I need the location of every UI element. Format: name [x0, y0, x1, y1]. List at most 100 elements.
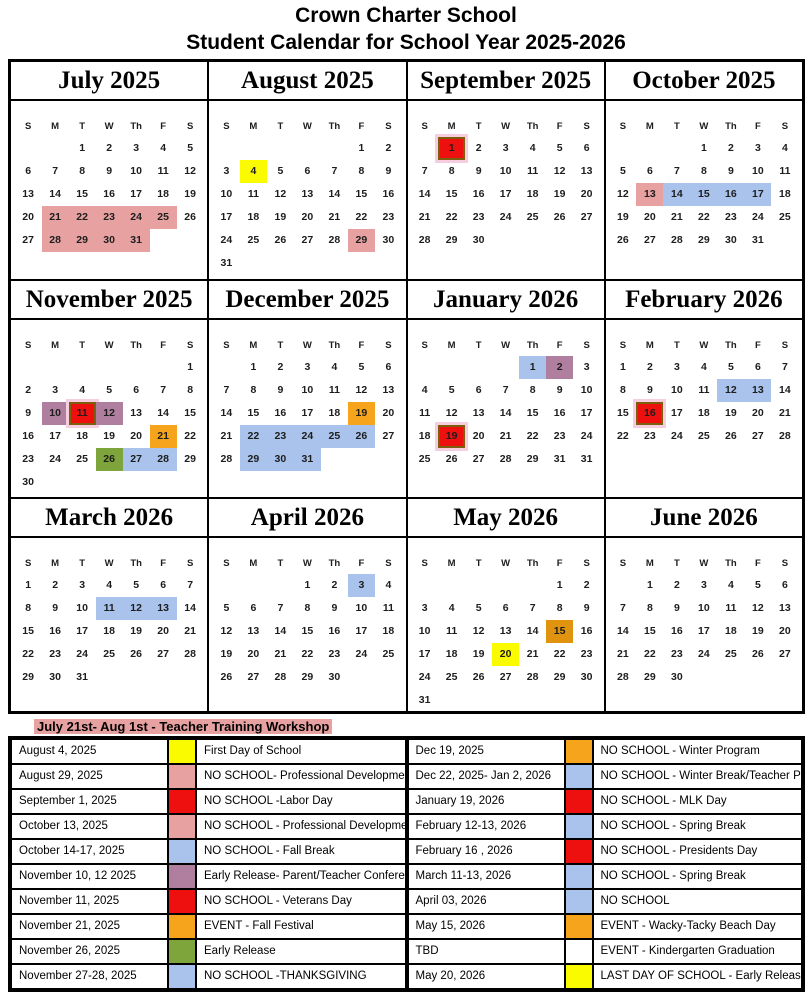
day-cell: 4 — [385, 579, 392, 592]
month-calendar: S M T W Th F S 1 2 3 4 5 6 7 8 9 10 11 12 13 14 15 16 17 18 19 20 2… — [609, 117, 798, 252]
weekday-header: Th — [725, 340, 737, 352]
day-cell: 20 — [644, 211, 656, 224]
day-cell: 8 — [646, 602, 653, 615]
day-cell — [348, 252, 375, 275]
legend-color-swatch — [167, 862, 197, 890]
day-cell — [240, 574, 267, 597]
day-cell: 24 — [752, 211, 764, 224]
legend-date: May 15, 2026 — [406, 912, 566, 940]
weekday-header: S — [583, 558, 590, 570]
legend-color-swatch — [563, 862, 594, 890]
day-cell: 5 — [475, 602, 482, 615]
legend-row: May 15, 2026 EVENT - Wacky-Tacky Beach Da… — [406, 912, 803, 940]
legend-description: NO SCHOOL - Spring Break — [591, 862, 803, 890]
day-cell: 1 — [304, 579, 311, 592]
month-title: July 2025 — [11, 62, 208, 101]
weekday-header: S — [385, 340, 392, 352]
day-cell: 20 — [779, 625, 791, 638]
day-cell: 21 — [671, 211, 683, 224]
day-cell: 28 — [779, 430, 791, 443]
month-calendar: S M T W Th F S 1 2 3 4 5 6 7 8 9 10 11 12 13 14 15 16 17 18 19 20 2… — [15, 117, 204, 252]
weekday-header: S — [186, 121, 194, 133]
day-cell: 5 — [223, 602, 230, 615]
month-title: June 2026 — [605, 499, 802, 538]
day-cell: 16 — [671, 625, 683, 638]
day-cell: 23 — [472, 211, 485, 224]
day-cell: 31 — [752, 234, 764, 247]
day-cell: 12 — [220, 625, 233, 638]
day-cell: 29 — [347, 228, 375, 252]
weekday-header: F — [556, 558, 563, 570]
day-cell: 19 — [184, 188, 196, 201]
legend-row: November 26, 2025 Early Release — [10, 937, 407, 965]
day-cell: 19 — [274, 211, 287, 224]
day-cell: 18 — [157, 188, 169, 201]
day-cell: 19 — [472, 648, 485, 661]
legend-color-swatch — [563, 837, 594, 865]
day-cell: 23 — [553, 430, 566, 443]
day-cell: 28 — [274, 671, 287, 684]
weekday-header: W — [501, 121, 511, 133]
day-cell: 18 — [526, 188, 539, 201]
day-cell: 1 — [187, 361, 194, 374]
day-cell — [348, 689, 375, 711]
day-cell: 10 — [418, 625, 431, 638]
day-cell — [411, 574, 438, 597]
day-cell: 2 — [52, 579, 59, 592]
day-cell: 12 — [122, 596, 150, 620]
day-cell — [240, 137, 267, 160]
day-cell: 7 — [331, 165, 338, 178]
legend-color-swatch — [563, 762, 594, 790]
weekday-header: Th — [526, 340, 539, 352]
day-cell — [636, 137, 663, 160]
day-cell: 1 — [556, 579, 563, 592]
day-cell: 1 — [358, 142, 365, 155]
day-cell: 25 — [103, 648, 115, 661]
day-cell: 6 — [25, 165, 32, 178]
day-cell: 15 — [247, 407, 260, 420]
day-cell: 2 — [277, 361, 284, 374]
day-cell: 19 — [752, 625, 764, 638]
day-cell: 7 — [52, 165, 59, 178]
day-cell: 15 — [76, 188, 88, 201]
legend-color-swatch — [563, 812, 594, 840]
day-cell: 9 — [25, 407, 32, 420]
page-title: Crown Charter School Student Calendar fo… — [0, 0, 812, 57]
day-cell: 5 — [358, 361, 365, 374]
day-cell: 20 — [157, 625, 169, 638]
day-cell: 10 — [671, 384, 683, 397]
day-cell: 25 — [382, 648, 395, 661]
day-cell: 15 — [526, 407, 539, 420]
day-cell: 19 — [553, 188, 566, 201]
weekday-header: Th — [130, 558, 142, 570]
day-cell: 30 — [725, 234, 737, 247]
day-cell: 31 — [580, 453, 593, 466]
day-cell: 24 — [580, 430, 593, 443]
day-cell — [294, 689, 321, 711]
day-cell: 16 — [103, 188, 115, 201]
day-cell: 26 — [130, 648, 142, 661]
legend-color-swatch — [167, 787, 197, 815]
day-cell: 13 — [580, 165, 593, 178]
day-cell: 11 — [725, 602, 737, 615]
day-cell: 31 — [76, 671, 88, 684]
legend-date: Dec 19, 2025 — [406, 737, 566, 765]
legend-row: October 14-17, 2025 NO SCHOOL - Fall Brea… — [10, 837, 407, 865]
legend-color-swatch — [563, 937, 594, 965]
legend-description: NO SCHOOL- Professional Development — [195, 762, 407, 790]
day-cell: 9 — [475, 165, 482, 178]
day-cell: 21 — [328, 211, 341, 224]
day-cell: 9 — [727, 165, 734, 178]
weekday-header: S — [223, 558, 230, 570]
day-cell: 11 — [68, 401, 96, 425]
weekday-header: F — [556, 121, 563, 133]
legend-table: August 4, 2025 First Day of School August … — [8, 735, 805, 992]
legend-date: October 13, 2025 — [10, 812, 169, 840]
day-cell: 22 — [526, 430, 539, 443]
day-cell: 4 — [106, 579, 113, 592]
day-cell: 26 — [220, 671, 233, 684]
day-cell — [438, 689, 465, 711]
legend-row: May 20, 2026 LAST DAY OF SCHOOL - Early R… — [406, 962, 803, 990]
weekday-header: S — [781, 558, 789, 570]
legend-description: EVENT - Wacky-Tacky Beach Day — [591, 912, 803, 940]
